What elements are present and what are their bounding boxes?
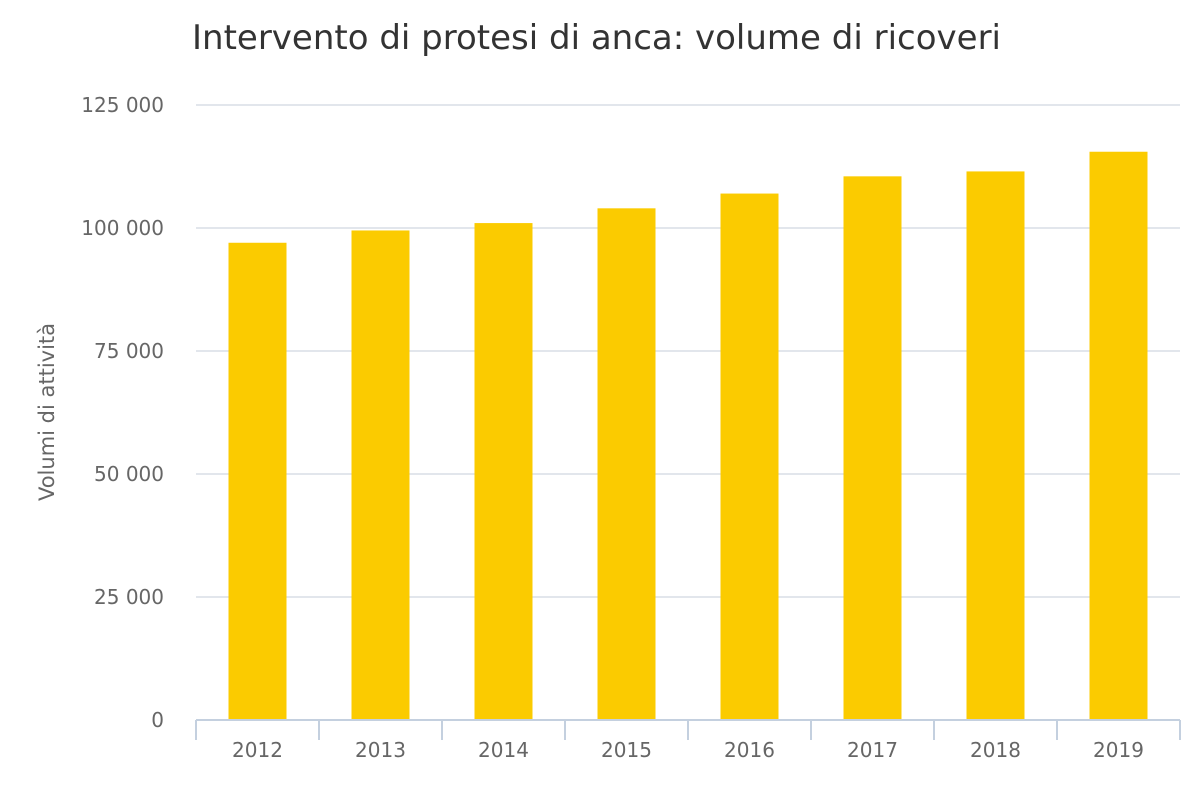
bar-2016[interactable] [720,193,779,720]
gridlines [196,104,1180,598]
y-tick-label: 0 [151,708,164,732]
y-axis-title: Volumi di attività [35,323,59,501]
y-axis-tick-labels: 0 25 000 50 000 75 000 100 000 125 000 [81,93,164,732]
chart-title: Intervento di protesi di anca: volume di… [192,18,1001,58]
x-axis-tick-labels: 2012 2013 2014 2015 2016 2017 2018 2019 [232,738,1144,762]
bar-2017[interactable] [843,176,902,721]
x-tick-label: 2017 [847,738,898,762]
y-tick-label: 125 000 [81,93,164,117]
x-tick-label: 2012 [232,738,283,762]
bars [228,151,1148,721]
y-tick-label: 25 000 [94,585,164,609]
x-tick-label: 2013 [355,738,406,762]
bar-2018[interactable] [966,171,1025,721]
x-tick-label: 2014 [478,738,529,762]
x-tick-label: 2019 [1093,738,1144,762]
x-tick-label: 2015 [601,738,652,762]
x-axis [195,719,1181,740]
bar-2014[interactable] [474,223,533,720]
bar-2015[interactable] [597,208,656,720]
x-tick-label: 2018 [970,738,1021,762]
bar-2012[interactable] [228,242,287,720]
x-tick-label: 2016 [724,738,775,762]
y-tick-label: 75 000 [94,339,164,363]
bar-2013[interactable] [351,230,410,720]
bar-2019[interactable] [1089,151,1148,721]
y-tick-label: 50 000 [94,462,164,486]
y-tick-label: 100 000 [81,216,164,240]
